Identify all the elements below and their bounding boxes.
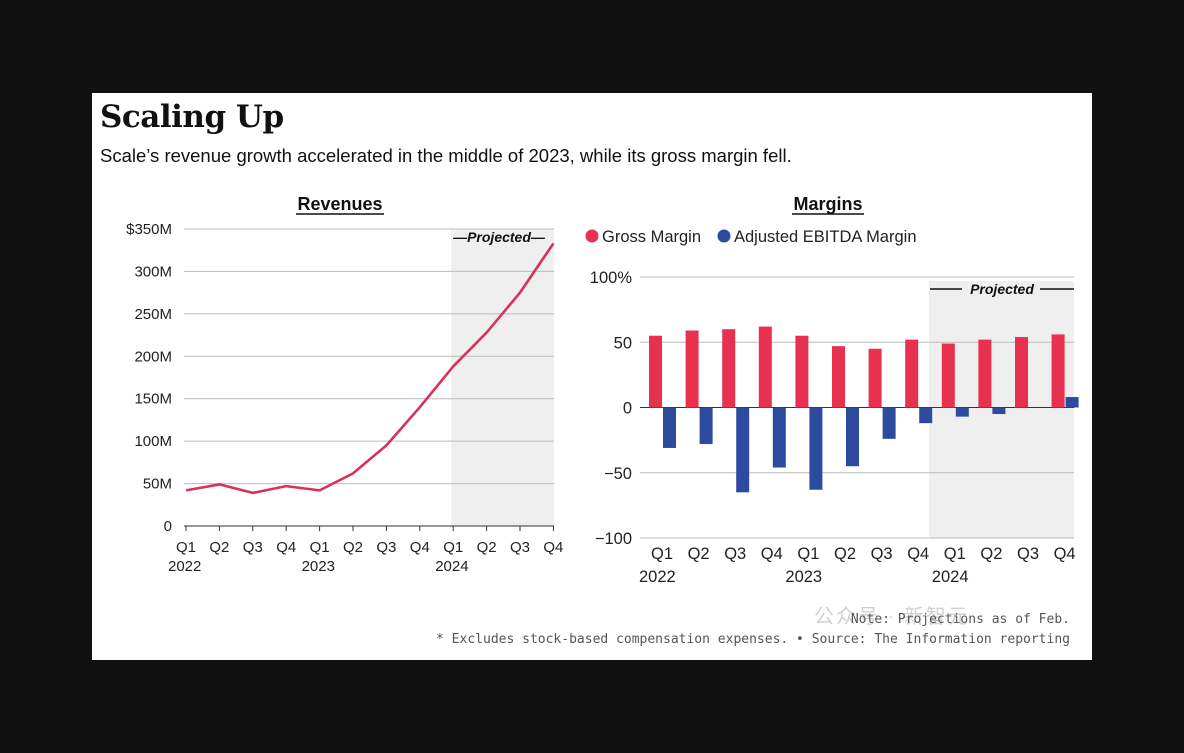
revenue-y-tick-label: 200M <box>134 348 172 365</box>
margin-x-tick-label: Q1 <box>797 545 819 563</box>
margin-x-tick-label: Q2 <box>980 545 1002 563</box>
ebitda-margin-bar <box>955 407 969 417</box>
margin-y-tick-label: 50 <box>614 334 632 352</box>
revenue-x-tick-label: Q2 <box>343 539 363 556</box>
margin-year-label: 2024 <box>932 568 969 586</box>
margin-year-label: 2022 <box>639 568 676 586</box>
revenue-x-tick-label: Q4 <box>410 539 430 556</box>
revenue-y-tick-label: 100M <box>134 433 172 450</box>
source-footnote: * Excludes stock-based compensation expe… <box>436 632 1070 647</box>
gross-margin-bar <box>795 335 809 408</box>
margin-x-tick-label: Q2 <box>834 545 856 563</box>
margin-y-tick-label: −50 <box>604 465 632 483</box>
margin-year-label: 2023 <box>785 568 822 586</box>
ebitda-margin-bar <box>736 407 750 493</box>
margin-x-tick-label: Q4 <box>761 545 783 563</box>
revenue-y-tick-label: 0 <box>164 518 172 535</box>
revenue-x-tick-label: Q2 <box>209 539 229 556</box>
revenue-chart-title: Revenues <box>297 194 382 214</box>
revenue-x-tick-label: Q3 <box>376 539 396 556</box>
revenue-x-tick-label: Q3 <box>243 539 263 556</box>
revenue-y-tick-label: 300M <box>134 263 172 280</box>
margin-x-tick-label: Q1 <box>944 545 966 563</box>
ebitda-margin-bar <box>699 407 713 445</box>
margin-x-tick-label: Q3 <box>724 545 746 563</box>
revenue-x-tick-label: Q3 <box>510 539 530 556</box>
revenue-series-line <box>185 242 555 495</box>
ebitda-margin-bar <box>809 407 823 490</box>
revenue-projected-label: —Projected— <box>452 229 546 245</box>
ebitda-margin-bar <box>992 407 1006 415</box>
revenue-y-tick-label: 150M <box>134 391 172 408</box>
projection-note: Note: Projections as of Feb. <box>850 612 1070 627</box>
gross-margin-bar <box>1015 337 1028 408</box>
revenue-x-tick-label: Q1 <box>310 539 330 556</box>
revenue-y-tick-label: $350M <box>126 221 172 238</box>
revenue-y-tick-label: 250M <box>134 306 172 323</box>
revenue-x-tick-label: Q2 <box>477 539 497 556</box>
gross-margin-bar <box>978 339 992 408</box>
watermark: 公众号 · 新智元 <box>814 606 970 628</box>
margin-x-tick-label: Q4 <box>907 545 929 563</box>
ebitda-margin-bar <box>846 407 859 467</box>
revenue-x-tick-label: Q1 <box>176 539 196 556</box>
revenue-year-label: 2023 <box>302 558 335 575</box>
margin-y-tick-label: 0 <box>623 400 632 418</box>
gross-margin-bar <box>832 346 845 408</box>
margin-x-tick-label: Q2 <box>688 545 710 563</box>
gross-margin-bar <box>758 326 772 408</box>
ebitda-margin-bar <box>1065 397 1079 408</box>
gross-margin-bar <box>1051 334 1065 408</box>
revenue-year-label: 2024 <box>435 558 468 575</box>
gross-margin-bar <box>649 335 662 408</box>
revenue-x-tick-label: Q4 <box>276 539 296 556</box>
margin-x-tick-label: Q3 <box>871 545 893 563</box>
margin-x-tick-label: Q1 <box>651 545 673 563</box>
margin-y-tick-label: 100% <box>590 269 633 287</box>
legend-gross-margin-swatch <box>585 229 599 243</box>
legend-gross-margin-label: Gross Margin <box>602 228 701 246</box>
revenue-x-tick-label: Q1 <box>443 539 463 556</box>
legend-ebitda-margin-label: Adjusted EBITDA Margin <box>734 228 917 246</box>
revenue-y-tick-label: 50M <box>143 476 172 493</box>
ebitda-margin-bar <box>919 407 933 424</box>
charts-svg: 0 50M 100M 150M 200M 250M 300M $350M Q1 Q2 Q3 Q4 Q1 Q… <box>126 194 1079 586</box>
margin-x-tick-label: Q4 <box>1054 545 1076 563</box>
chart-card: Scaling Up Scale’s revenue growth accele… <box>92 93 1092 660</box>
margin-chart-title: Margins <box>793 194 862 214</box>
page-title: Scaling Up <box>100 99 284 135</box>
margin-projected-label: Projected <box>970 281 1034 297</box>
gross-margin-bar <box>868 348 882 408</box>
gross-margin-bar <box>685 330 699 408</box>
revenue-x-tick-label: Q4 <box>543 539 563 556</box>
page-subtitle: Scale’s revenue growth accelerated in th… <box>100 145 792 166</box>
ebitda-margin-bar <box>882 407 896 439</box>
ebitda-margin-bar <box>772 407 786 468</box>
revenue-projected-band <box>451 229 554 526</box>
gross-margin-bar <box>905 339 919 408</box>
ebitda-margin-bar <box>663 407 676 448</box>
margin-x-tick-label: Q3 <box>1017 545 1039 563</box>
margin-y-tick-label: −100 <box>595 530 632 548</box>
revenue-year-label: 2022 <box>168 558 201 575</box>
legend-ebitda-margin-swatch <box>717 229 731 243</box>
gross-margin-bar <box>941 343 955 408</box>
gross-margin-bar <box>722 329 736 408</box>
